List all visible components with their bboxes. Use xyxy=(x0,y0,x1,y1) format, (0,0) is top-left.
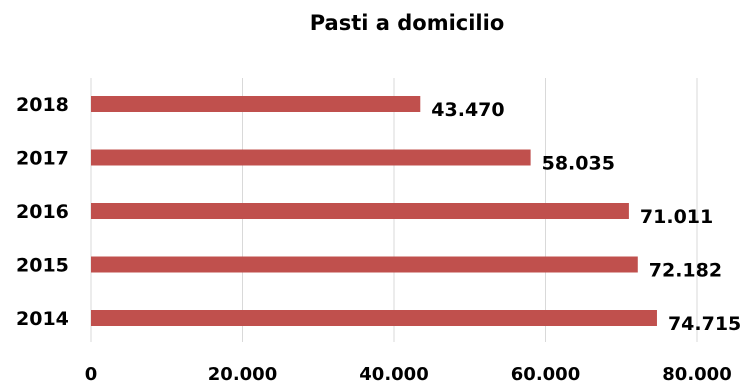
x-axis-labels: 0 20.000 40.000 60.000 80.000 xyxy=(85,364,732,385)
x-tick-label: 0 xyxy=(85,364,98,385)
bar xyxy=(91,96,421,112)
data-label: 72.182 xyxy=(649,260,722,282)
bar xyxy=(91,149,531,166)
x-tick-label: 40.000 xyxy=(359,364,428,385)
y-category-label: 2018 xyxy=(16,94,69,116)
data-label: 58.035 xyxy=(542,153,615,175)
data-labels: 43.470 58.035 71.011 72.182 74.715 xyxy=(431,99,741,335)
x-tick-label: 20.000 xyxy=(208,364,277,385)
bars xyxy=(91,96,657,326)
data-label: 74.715 xyxy=(668,313,741,335)
bar xyxy=(91,203,629,219)
y-category-label: 2014 xyxy=(16,308,69,330)
bar xyxy=(91,256,638,273)
bar xyxy=(91,310,657,326)
y-category-label: 2016 xyxy=(16,201,69,223)
y-category-label: 2017 xyxy=(16,148,69,170)
data-label: 43.470 xyxy=(431,99,504,121)
x-tick-label: 60.000 xyxy=(511,364,580,385)
y-axis-labels: 2018 2017 2016 2015 2014 xyxy=(16,94,69,330)
x-tick-label: 80.000 xyxy=(662,364,731,385)
y-category-label: 2015 xyxy=(16,255,69,277)
chart-title: Pasti a domicilio xyxy=(310,11,505,35)
data-label: 71.011 xyxy=(640,206,713,228)
